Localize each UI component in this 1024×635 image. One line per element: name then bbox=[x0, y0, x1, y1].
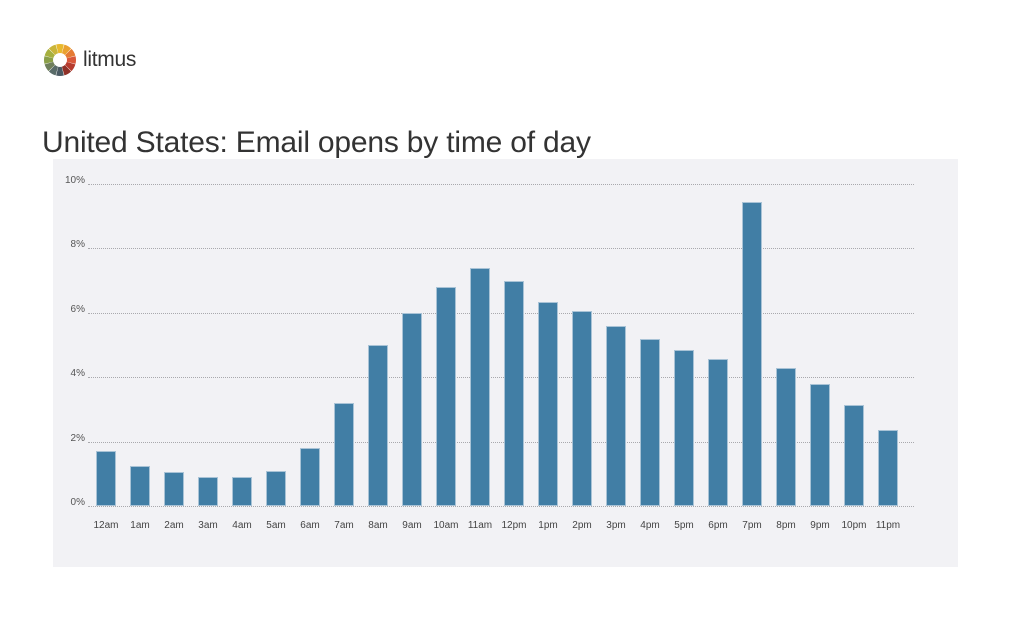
x-axis-label: 6pm bbox=[708, 520, 728, 531]
x-axis-label: 3am bbox=[198, 520, 218, 531]
x-axis-label: 6am bbox=[300, 520, 320, 531]
brand-name: litmus bbox=[83, 48, 137, 71]
bar-4am bbox=[232, 477, 252, 506]
gridline bbox=[88, 248, 914, 250]
bar-4pm bbox=[640, 338, 660, 506]
bar-1pm bbox=[538, 301, 558, 506]
x-axis-label: 9am bbox=[402, 520, 422, 531]
y-axis-label: 0% bbox=[70, 497, 85, 508]
bar-8pm bbox=[776, 367, 796, 506]
gridline bbox=[88, 441, 914, 443]
gridline bbox=[88, 312, 914, 314]
x-axis-label: 5am bbox=[266, 520, 286, 531]
x-axis-label: 9pm bbox=[810, 520, 830, 531]
y-axis-label: 8% bbox=[70, 239, 85, 251]
litmus-logo: litmus bbox=[43, 43, 136, 77]
bar-3am bbox=[198, 477, 218, 506]
x-axis-label: 8pm bbox=[776, 520, 796, 531]
gridline bbox=[88, 506, 914, 507]
bar-9am bbox=[402, 312, 422, 506]
y-axis-label: 4% bbox=[70, 368, 85, 380]
bar-6pm bbox=[708, 359, 728, 506]
bar-12am bbox=[96, 451, 116, 506]
bar-6am bbox=[300, 448, 320, 506]
x-axis-label: 4am bbox=[232, 520, 252, 531]
gridline bbox=[88, 377, 914, 379]
x-axis-label: 8am bbox=[368, 520, 388, 531]
bar-8am bbox=[368, 345, 388, 506]
x-axis-label: 7pm bbox=[742, 520, 762, 531]
bar-3pm bbox=[606, 325, 626, 506]
x-axis-label: 2am bbox=[164, 520, 184, 531]
bar-1am bbox=[130, 465, 150, 506]
gridline bbox=[88, 184, 914, 185]
x-axis-label: 7am bbox=[334, 520, 354, 531]
x-axis-label: 10am bbox=[433, 520, 459, 531]
bar-11pm bbox=[878, 430, 898, 506]
x-axis-label: 11pm bbox=[875, 520, 901, 531]
x-axis-label: 4pm bbox=[640, 520, 660, 531]
y-axis-label: 2% bbox=[70, 432, 85, 444]
x-axis-label: 11am bbox=[467, 520, 493, 531]
bar-2am bbox=[164, 472, 184, 506]
x-axis-label: 12am bbox=[93, 520, 119, 531]
bar-7am bbox=[334, 402, 354, 506]
bar-10pm bbox=[844, 404, 864, 506]
bar-11am bbox=[470, 267, 490, 506]
litmus-wheel-icon bbox=[44, 44, 76, 76]
x-axis-label: 3pm bbox=[606, 520, 626, 531]
x-axis-label: 10pm bbox=[841, 520, 867, 531]
bar-9pm bbox=[810, 383, 830, 506]
y-axis-label: 6% bbox=[70, 303, 85, 315]
bar-10am bbox=[436, 287, 456, 506]
bar-5am bbox=[266, 470, 286, 506]
bar-12pm bbox=[504, 280, 524, 506]
bar-2pm bbox=[572, 311, 592, 506]
x-axis-label: 1am bbox=[130, 520, 150, 531]
y-axis-label: 10% bbox=[64, 175, 85, 186]
x-axis-label: 5pm bbox=[674, 520, 694, 531]
x-axis-label: 12pm bbox=[501, 520, 527, 531]
x-axis-label: 1pm bbox=[538, 520, 558, 531]
bar-5pm bbox=[674, 349, 694, 506]
x-axis-label: 2pm bbox=[572, 520, 592, 531]
page-title: United States: Email opens by time of da… bbox=[42, 126, 591, 160]
bar-7pm bbox=[742, 201, 762, 506]
